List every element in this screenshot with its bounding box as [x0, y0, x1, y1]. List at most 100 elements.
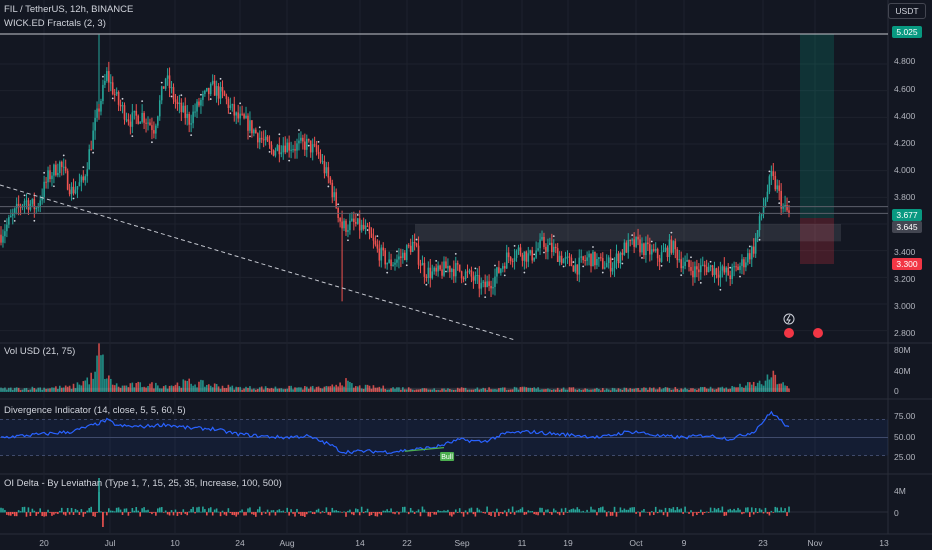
candle-body — [35, 207, 38, 210]
volume-bar — [568, 387, 571, 392]
candle-body — [656, 248, 659, 259]
volume-bar — [527, 387, 530, 392]
volume-bar — [727, 389, 730, 392]
oi-delta-bar — [496, 508, 498, 513]
candle-body — [713, 268, 716, 276]
candle-body — [202, 93, 204, 100]
candle-body — [698, 269, 700, 273]
candle-body — [251, 120, 253, 134]
candle-body — [411, 242, 414, 252]
volume-bar — [143, 386, 145, 392]
volume-bar — [556, 387, 559, 392]
price-tick: 4.800 — [894, 56, 916, 66]
volume-bar — [227, 384, 230, 392]
rsi-tick: 75.00 — [894, 411, 916, 421]
candle-body — [705, 266, 708, 273]
volume-bar — [304, 386, 306, 392]
oi-delta-bars — [0, 478, 888, 527]
oi-delta-bar — [327, 512, 330, 515]
oi-delta-bar — [531, 511, 534, 513]
volume-bar — [639, 390, 641, 392]
candle-body — [321, 161, 324, 163]
candle-body — [15, 203, 18, 209]
volume-bar — [611, 387, 614, 392]
volume-bar — [451, 389, 453, 392]
symbol-title[interactable]: FIL / TetherUS, 12h, BINANCE — [4, 4, 134, 15]
oi-delta-bar — [533, 512, 535, 515]
volume-bar — [49, 388, 51, 392]
divergence-pane-title[interactable]: Divergence Indicator (14, close, 5, 5, 6… — [4, 405, 186, 416]
last-price-tag: 3.677 — [892, 209, 922, 221]
candle-body — [356, 218, 359, 224]
date-tick: 13 — [879, 538, 889, 548]
volume-bar — [331, 384, 334, 392]
candle-body — [625, 242, 628, 253]
oi-delta-bar — [519, 508, 522, 513]
bull-label-box — [440, 451, 455, 461]
oi-delta-bar — [754, 508, 757, 513]
candle-body — [758, 216, 761, 231]
candle-body — [196, 101, 198, 112]
oi-delta-bar — [782, 510, 784, 513]
volume-bar — [386, 389, 388, 392]
oi-delta-bar — [719, 510, 722, 513]
oi-delta-pane-title[interactable]: OI Delta - By Leviathan (Type 1, 7, 15, … — [4, 478, 282, 489]
candle-body — [90, 149, 92, 151]
volume-bar — [570, 387, 573, 392]
oi-delta-bar — [607, 511, 610, 513]
candle-body — [376, 244, 379, 249]
oi-delta-bar — [204, 509, 206, 513]
volume-bar — [180, 387, 183, 392]
candle-body — [329, 177, 332, 183]
oi-delta-bar — [509, 512, 512, 515]
oi-delta-bar — [500, 512, 502, 514]
oi-delta-bar — [443, 510, 445, 513]
oi-delta-bar — [176, 512, 179, 516]
fractal-marker — [151, 141, 153, 144]
candle-body — [676, 249, 679, 261]
candle-body — [33, 198, 36, 210]
oi-delta-bar — [147, 509, 149, 513]
volume-bar — [258, 387, 261, 392]
volume-pane-title[interactable]: Vol USD (21, 75) — [4, 346, 76, 357]
oi-delta-bar — [402, 506, 404, 513]
lightning-icon — [783, 313, 795, 325]
oi-delta-bar — [678, 509, 681, 513]
currency-button[interactable]: USDT — [888, 3, 926, 19]
volume-bar — [584, 388, 586, 392]
volume-bar — [256, 389, 259, 392]
candle-body — [264, 136, 267, 140]
trend-line — [0, 184, 516, 341]
oi-delta-bar — [180, 512, 183, 515]
volume-bar — [407, 387, 410, 392]
volume-bar — [166, 388, 169, 392]
candle-body — [360, 224, 363, 231]
oi-delta-bar — [603, 510, 606, 513]
volume-bar — [427, 389, 430, 392]
price-tick: 4.200 — [894, 138, 916, 148]
fractals-indicator-title[interactable]: WICK.ED Fractals (2, 3) — [4, 18, 106, 29]
candle-body — [545, 246, 547, 252]
oi-delta-bar — [543, 512, 545, 516]
volume-bar — [768, 379, 771, 392]
volume-bar — [213, 383, 216, 392]
oi-delta-bar — [709, 507, 712, 513]
oi-delta-bar — [766, 512, 769, 514]
candle-body — [596, 258, 598, 266]
fractal-marker — [611, 258, 614, 261]
candle-body — [253, 129, 255, 134]
oi-delta-bar — [505, 512, 508, 517]
candle-body — [611, 267, 614, 272]
candle-body — [699, 265, 702, 273]
candle-body — [172, 87, 175, 100]
volume-bar — [741, 386, 743, 392]
oi-delta-bar — [780, 507, 782, 513]
candle-body — [358, 218, 361, 231]
volume-bar — [692, 388, 694, 392]
volume-bar — [249, 386, 251, 392]
price-tick: 3.800 — [894, 192, 916, 202]
fractal-marker — [111, 97, 114, 100]
volume-bar — [321, 388, 324, 392]
oi-delta-bar — [556, 512, 559, 514]
